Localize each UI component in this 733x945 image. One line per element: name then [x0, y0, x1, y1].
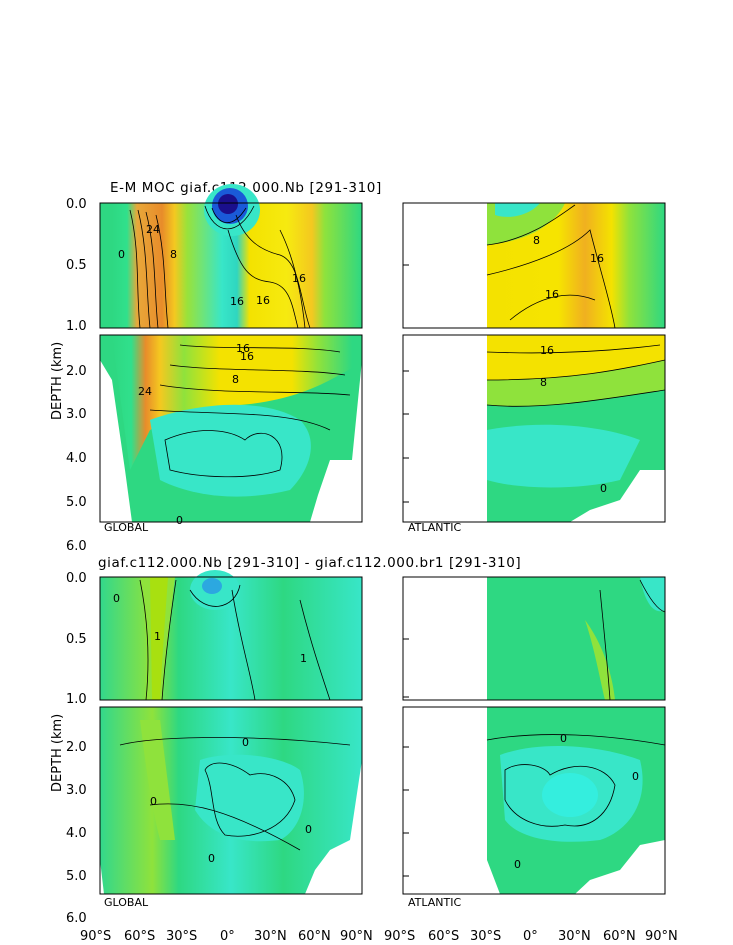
atl-lat-tick-60n: 60°N [603, 929, 636, 944]
diff-contour-0a: 0 [113, 592, 120, 605]
atl-diff-top-field [487, 577, 665, 700]
contour-label-16c: 16 [256, 294, 270, 307]
depth-ticks-top: 0.0 0.5 1.0 2.0 3.0 4.0 5.0 6.0 [66, 197, 87, 554]
panel-atlantic-diff: 0 0 0 ATLANTIC [402, 576, 666, 909]
atl-lat-tick-30n: 30°N [558, 929, 591, 944]
panel-atlantic-moc: 8 16 16 16 8 0 ATLANTIC [402, 202, 666, 534]
lat-tick-90n: 90°N [340, 929, 373, 944]
lat-tick-30n: 30°N [254, 929, 287, 944]
atl-diff-contour-0a: 0 [560, 732, 567, 745]
global-abyssal-cell [150, 404, 311, 497]
contour-label-16b: 16 [292, 272, 306, 285]
lat-ticks-atlantic: 90°S 60°S 30°S 0° 30°N 60°N 90°N [384, 929, 678, 944]
atl-contour-16a: 16 [590, 252, 604, 265]
diff-contour-0d: 0 [305, 823, 312, 836]
diff-contour-1a: 1 [154, 630, 161, 643]
lat-ticks-global: 90°S 60°S 30°S 0° 30°N 60°N 90°N [80, 929, 373, 944]
contour-label-8: 8 [170, 248, 177, 261]
depth-tick-1.0-b: 1.0 [66, 692, 87, 707]
lat-tick-90s: 90°S [80, 929, 111, 944]
contour-label-0b: 0 [176, 514, 183, 527]
contour-label-24: 24 [146, 223, 160, 236]
contour-label-24b: 24 [138, 385, 152, 398]
depth-tick-6.0: 6.0 [66, 539, 87, 554]
atl-contour-0: 0 [600, 482, 607, 495]
lat-tick-60n: 60°N [298, 929, 331, 944]
atl-contour-8: 8 [533, 234, 540, 247]
lat-tick-0: 0° [220, 929, 235, 944]
diff-contour-0c: 0 [242, 736, 249, 749]
depth-tick-5.0-b: 5.0 [66, 869, 87, 884]
depth-tick-3.0-b: 3.0 [66, 783, 87, 798]
global-upper-cell [112, 335, 352, 470]
panel-global-moc: 24 16 8 0 16 16 16 24 16 8 0 GLOBAL [99, 184, 363, 534]
region-label-global: GLOBAL [104, 521, 149, 534]
diff-contour-0e: 0 [208, 852, 215, 865]
depth-tick-2.0-b: 2.0 [66, 740, 87, 755]
depth-tick-4.0-b: 4.0 [66, 826, 87, 841]
atl-contour-16c: 16 [540, 344, 554, 357]
atl-lat-tick-60s: 60°S [428, 929, 459, 944]
region-label-atlantic-diff: ATLANTIC [408, 896, 461, 909]
contour-label-0: 0 [118, 248, 125, 261]
region-label-atlantic: ATLANTIC [408, 521, 461, 534]
depth-tick-0.5: 0.5 [66, 258, 87, 273]
diff-contour-0b: 0 [150, 795, 157, 808]
atl-lat-tick-30s: 30°S [470, 929, 501, 944]
bottom-figure-title: giaf.c112.000.Nb [291-310] - giaf.c112.0… [98, 555, 521, 571]
depth-axis-label-bottom: DEPTH (km) [50, 714, 65, 792]
atl-diff-contour-0b: 0 [632, 770, 639, 783]
contour-label-16e: 16 [240, 350, 254, 363]
global-negative-max [218, 194, 238, 214]
atl-contour-16b: 16 [545, 288, 559, 301]
lat-tick-60s: 60°S [124, 929, 155, 944]
axis-tick-marks [403, 264, 409, 877]
depth-tick-5.0: 5.0 [66, 495, 87, 510]
lat-tick-30s: 30°S [166, 929, 197, 944]
atl-lat-tick-90n: 90°N [645, 929, 678, 944]
contour-label-16d: 16 [236, 342, 250, 355]
region-label-global-diff: GLOBAL [104, 896, 149, 909]
contour-label-8b: 8 [232, 373, 239, 386]
depth-tick-6.0-b: 6.0 [66, 911, 87, 926]
depth-tick-4.0: 4.0 [66, 451, 87, 466]
depth-tick-3.0: 3.0 [66, 407, 87, 422]
diff-contour-1b: 1 [300, 652, 307, 665]
atl-contour-8b: 8 [540, 376, 547, 389]
contour-label-16a: 16 [230, 295, 244, 308]
depth-ticks-bottom: 0.0 0.5 1.0 2.0 3.0 4.0 5.0 6.0 [66, 571, 87, 926]
atl-diff-contour-0c: 0 [514, 858, 521, 871]
depth-tick-2.0: 2.0 [66, 364, 87, 379]
atl-lat-tick-90s: 90°S [384, 929, 415, 944]
depth-tick-1.0: 1.0 [66, 319, 87, 334]
depth-tick-0.0-b: 0.0 [66, 571, 87, 586]
atl-lat-tick-0: 0° [523, 929, 538, 944]
depth-axis-label-top: DEPTH (km) [50, 342, 65, 420]
panel-global-diff: 1 1 0 0 0 0 0 GLOBAL [99, 570, 363, 909]
depth-tick-0.0: 0.0 [66, 197, 87, 212]
depth-tick-0.5-b: 0.5 [66, 632, 87, 647]
